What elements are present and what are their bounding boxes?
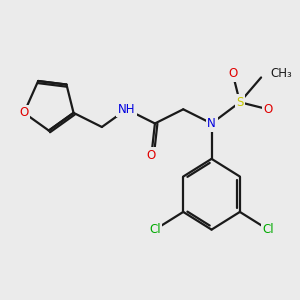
Text: O: O bbox=[20, 106, 28, 119]
Text: O: O bbox=[228, 68, 237, 80]
Text: N: N bbox=[207, 117, 216, 130]
Text: CH₃: CH₃ bbox=[270, 68, 292, 80]
Text: NH: NH bbox=[118, 103, 135, 116]
Text: S: S bbox=[236, 96, 244, 109]
Text: Cl: Cl bbox=[149, 223, 161, 236]
Text: O: O bbox=[147, 149, 156, 162]
Text: O: O bbox=[263, 103, 273, 116]
Text: Cl: Cl bbox=[262, 223, 274, 236]
